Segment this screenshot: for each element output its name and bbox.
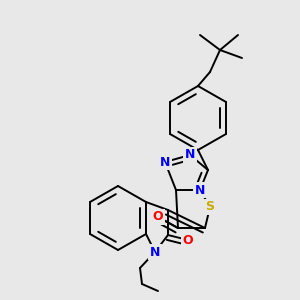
Text: O: O	[183, 233, 193, 247]
Text: N: N	[195, 184, 205, 196]
Text: N: N	[185, 148, 195, 161]
Text: N: N	[160, 155, 170, 169]
Text: S: S	[206, 200, 214, 214]
Text: N: N	[150, 245, 160, 259]
Text: O: O	[153, 211, 163, 224]
